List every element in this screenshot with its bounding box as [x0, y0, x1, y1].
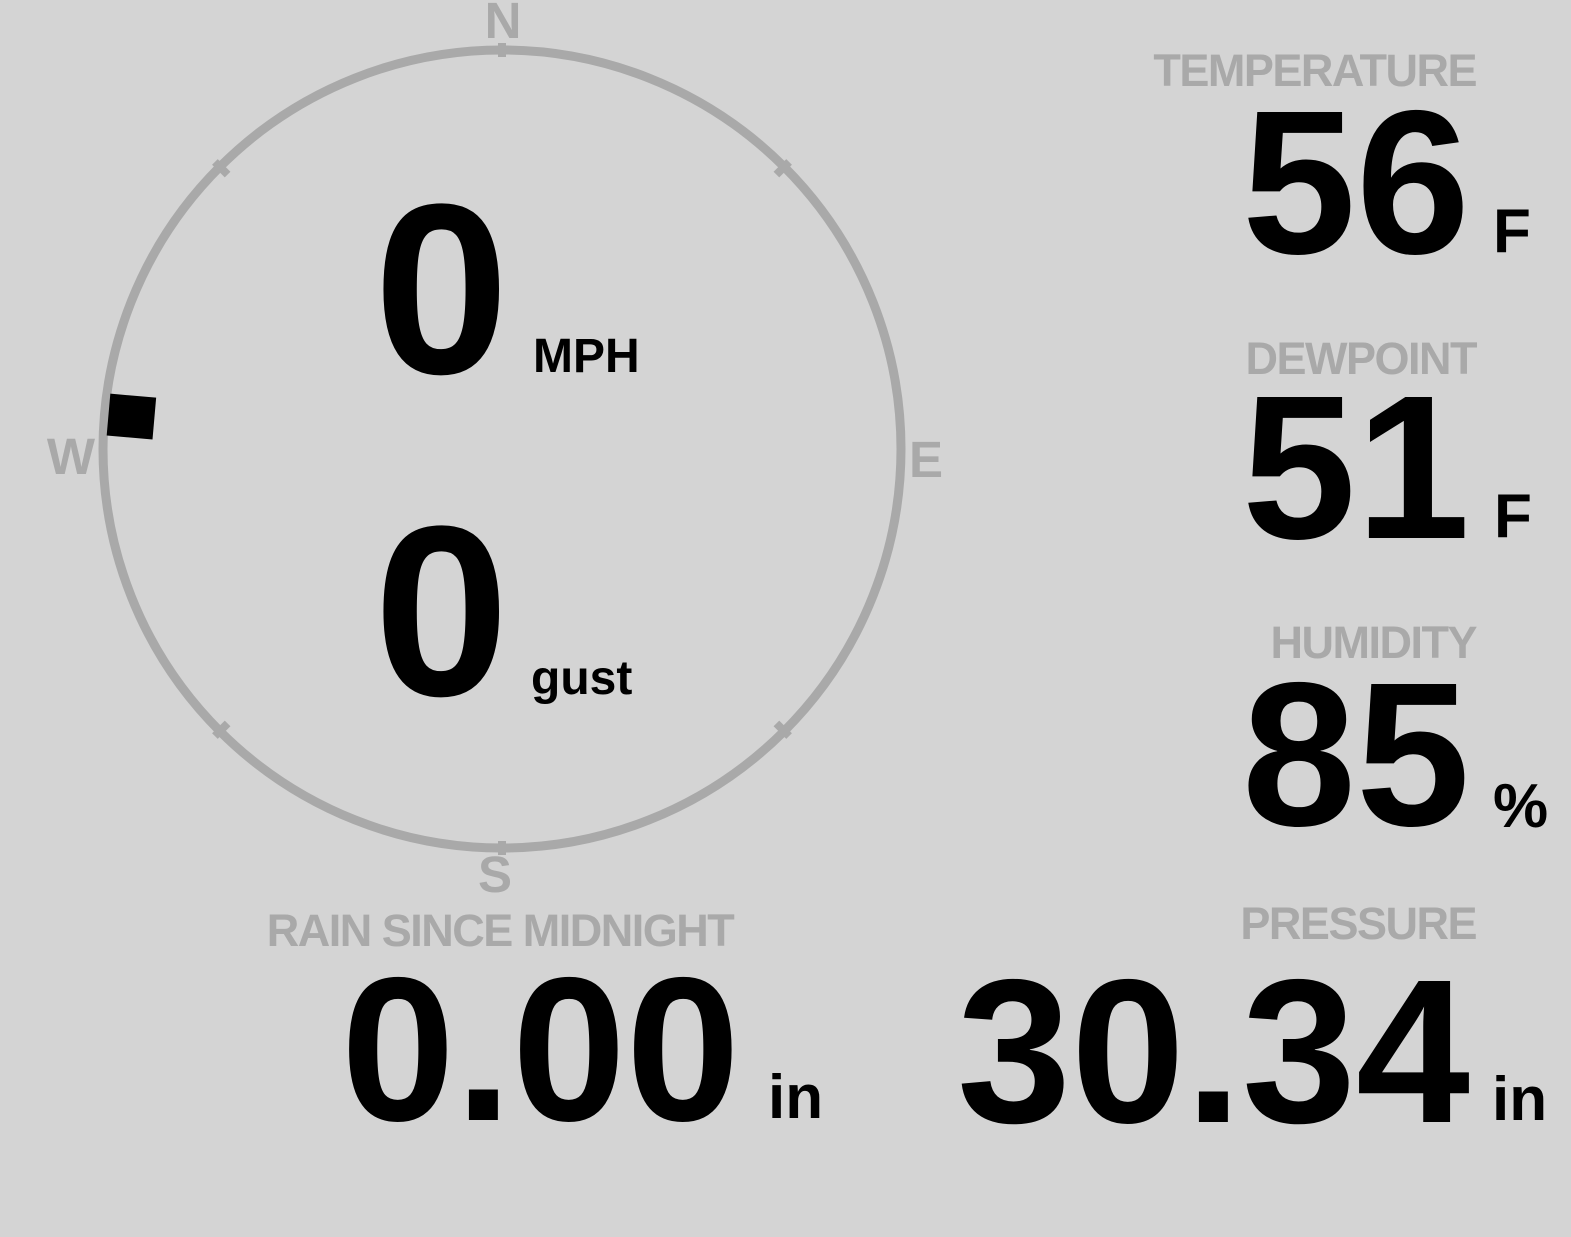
dewpoint-unit: F [1494, 482, 1532, 551]
dewpoint-label: DEWPOINT [1245, 333, 1478, 384]
wind-direction-marker [106, 393, 157, 440]
wind-compass [98, 43, 906, 855]
rain-label: RAIN SINCE MIDNIGHT [266, 905, 735, 956]
compass-tick-nw [212, 159, 231, 178]
wind-speed-value: 0 [373, 154, 509, 425]
pressure-unit: in [1492, 1065, 1548, 1134]
humidity-value: 85 [1241, 640, 1470, 869]
compass-tick-sw [212, 720, 231, 739]
wind-gust-unit: gust [531, 652, 633, 705]
compass-label-west: W [46, 428, 96, 485]
humidity-unit: % [1493, 772, 1549, 841]
pressure-value: 30.34 [956, 937, 1470, 1166]
temperature-unit: F [1493, 197, 1531, 266]
compass-label-east: E [908, 431, 944, 488]
wind-gust-value: 0 [373, 476, 509, 747]
dewpoint-value: 51 [1241, 353, 1470, 582]
pressure-label: PRESSURE [1240, 898, 1477, 949]
compass-label-south: S [477, 846, 513, 903]
temperature-value: 56 [1241, 68, 1470, 297]
wind-speed-unit: MPH [533, 330, 640, 383]
compass-label-north: N [484, 0, 522, 49]
rain-unit: in [768, 1063, 824, 1132]
compass-tick-se [773, 720, 792, 739]
humidity-label: HUMIDITY [1270, 617, 1478, 668]
temperature-label: TEMPERATURE [1153, 45, 1477, 96]
compass-tick-ne [773, 159, 792, 178]
rain-value: 0.00 [341, 935, 740, 1164]
